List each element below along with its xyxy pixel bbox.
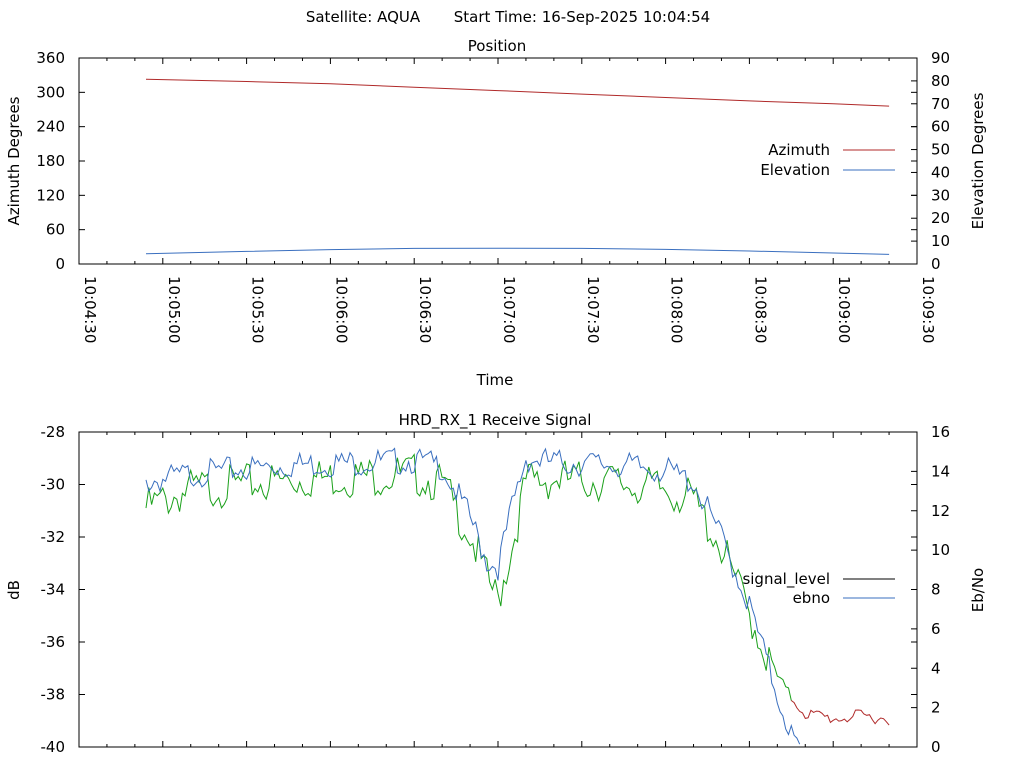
position-chart-title: Position [468,37,526,55]
signal-series-ebno [145,447,801,745]
position-legend-label-elevation: Elevation [760,161,830,179]
position-x-tick-label: 10:06:00 [332,276,350,343]
position-y-tick-label: 240 [36,118,65,136]
signal-y-tick-label: -34 [41,581,66,599]
position-y-axis-label: Azimuth Degrees [5,96,23,225]
position-x-tick-label: 10:06:30 [416,276,434,343]
position-x-tick-label: 10:08:30 [751,276,769,343]
position-y2-axis-label: Elevation Degrees [969,92,987,229]
signal-y2-axis-label: Eb/No [969,568,987,612]
position-x-tick-label: 10:05:30 [249,276,267,343]
signal-y2-tick-label: 10 [931,541,950,559]
position-y-tick-label: 180 [36,152,65,170]
signal-legend-label-signal-level: signal_level [742,570,830,589]
signal-series-signal-level-low [790,700,890,726]
position-x-tick-label: 10:09:00 [835,276,853,343]
signal-y2-tick-label: 2 [931,699,941,717]
position-y2-tick-label: 90 [931,49,950,67]
signal-chart-title: HRD_RX_1 Receive Signal [399,411,592,430]
position-y-tick-label: 360 [36,49,65,67]
signal-y-tick-label: -32 [41,528,66,546]
signal-y-tick-label: -38 [41,686,66,704]
position-y-tick-label: 300 [36,83,65,101]
position-y2-tick-label: 80 [931,72,950,90]
signal-y2-tick-label: 14 [931,462,950,480]
header-start-time: Start Time: 16-Sep-2025 10:04:54 [454,8,710,26]
position-x-tick-label: 10:07:00 [500,276,518,343]
signal-y-tick-label: -28 [41,423,66,441]
position-y2-tick-label: 20 [931,209,950,227]
signal-chart: HRD_RX_1 Receive Signal -40 -38 -36 -34 -32 -… [5,411,987,756]
signal-y2-tick-label: 0 [931,738,941,756]
position-y2-tick-label: 60 [931,118,950,136]
position-y2-tick-label: 30 [931,186,950,204]
position-chart: Position 0 60 120 180 240 300 360 0 10 20 30 40 50 6… [5,37,987,389]
position-y2-tick-label: 0 [931,255,941,273]
position-y-tick-label: 0 [55,255,65,273]
signal-y2-tick-label: 16 [931,423,950,441]
position-y-tick-label: 120 [36,186,65,204]
position-series-elevation [145,247,890,255]
position-y2-tick-label: 70 [931,95,950,113]
signal-y-tick-label: -40 [41,738,66,756]
signal-y2-tick-label: 12 [931,502,950,520]
position-x-tick-label: 10:04:30 [81,276,99,343]
position-x-tick-label: 10:07:30 [584,276,602,343]
position-y-tick-label: 60 [46,221,65,239]
position-y2-tick-label: 10 [931,232,950,250]
signal-y2-tick-label: 4 [931,659,941,677]
signal-y-tick-label: -36 [41,633,66,651]
signal-y-tick-label: -30 [41,476,66,494]
position-series-azimuth [145,78,890,107]
signal-y2-tick-label: 6 [931,620,941,638]
signal-series-signal-level [145,453,792,701]
position-x-axis-label: Time [476,371,514,389]
signal-y2-tick-label: 8 [931,581,941,599]
header-satellite: Satellite: AQUA [306,8,421,26]
signal-legend-label-ebno: ebno [793,589,830,607]
position-legend-label-azimuth: Azimuth [768,141,830,159]
signal-y-axis-label: dB [5,580,23,600]
position-x-tick-label: 10:09:30 [919,276,937,343]
position-y2-tick-label: 50 [931,141,950,159]
position-x-tick-label: 10:05:00 [165,276,183,343]
position-x-tick-label: 10:08:00 [668,276,686,343]
position-y2-tick-label: 40 [931,163,950,181]
